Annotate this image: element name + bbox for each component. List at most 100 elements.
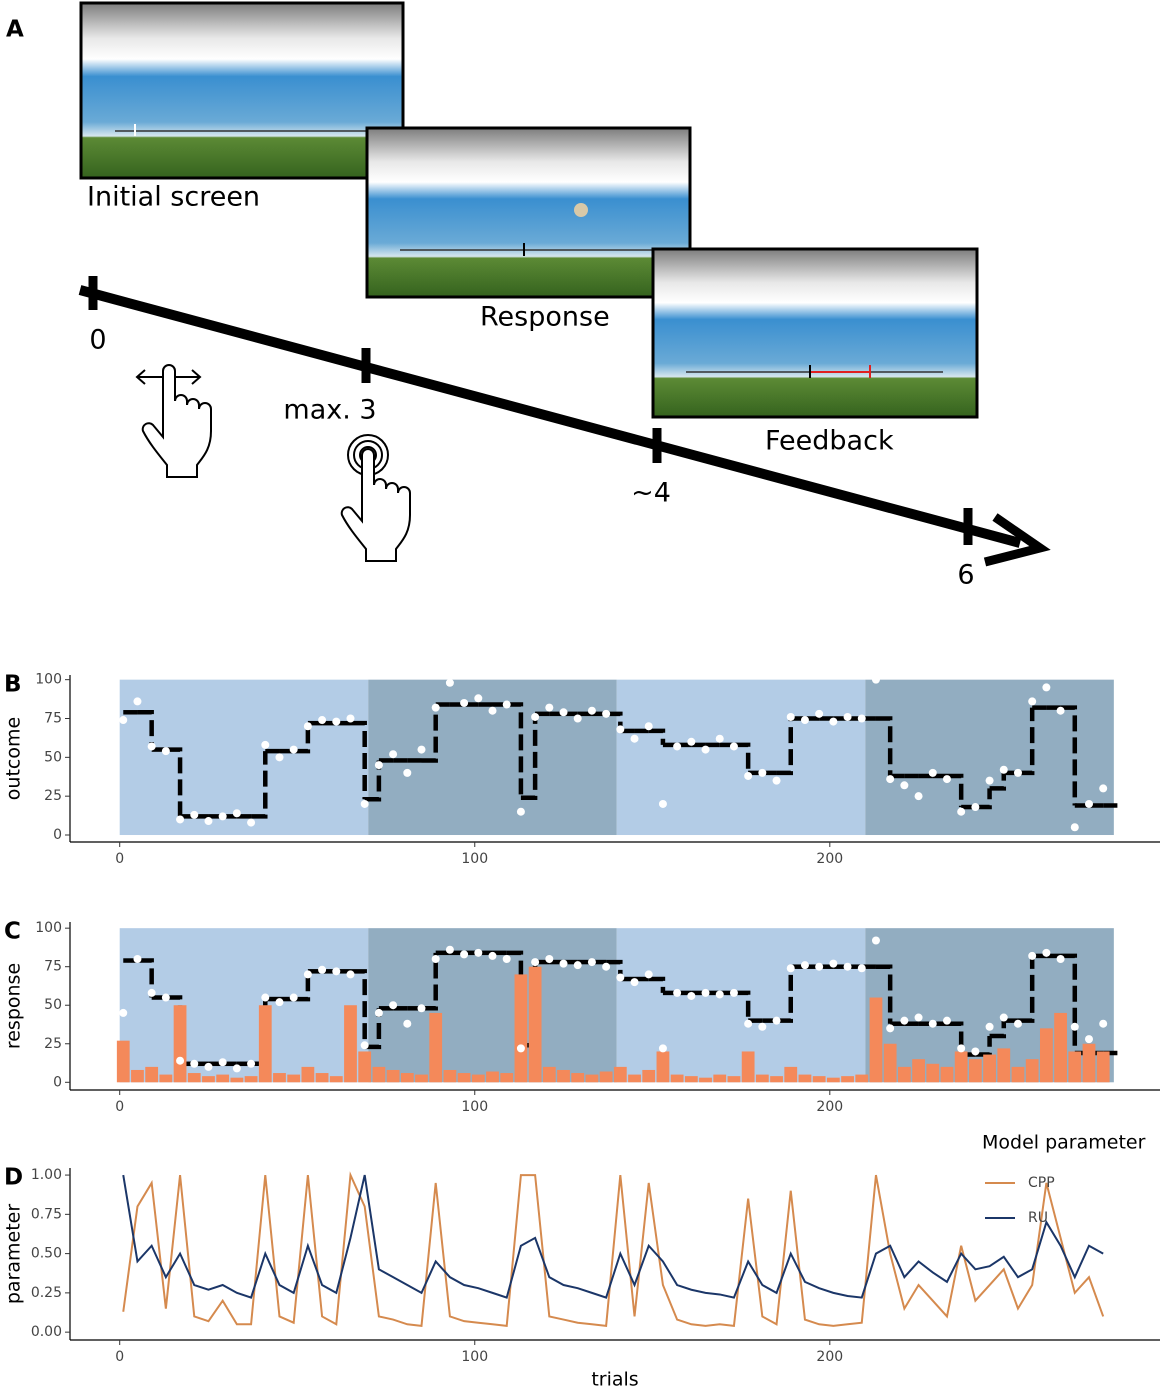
x-tick-label: 0	[115, 1349, 124, 1365]
bar	[145, 1066, 159, 1083]
bar	[1082, 1043, 1096, 1083]
data-point	[460, 698, 469, 707]
bar	[116, 1040, 130, 1083]
y-tick-label: 50	[44, 997, 62, 1013]
y-tick-label: 25	[44, 788, 62, 804]
bar	[1054, 1012, 1067, 1083]
bar	[1025, 1059, 1039, 1083]
data-point	[545, 703, 554, 712]
mean-step	[776, 966, 793, 1023]
data-point	[602, 709, 611, 718]
data-point	[417, 1004, 426, 1013]
data-point	[999, 765, 1008, 774]
mean-step	[421, 952, 438, 1011]
data-point	[729, 988, 738, 997]
y-tick-label: 75	[44, 710, 62, 726]
mean-step	[776, 718, 793, 776]
data-point	[630, 978, 639, 987]
data-point	[829, 959, 838, 968]
bar	[755, 1074, 769, 1083]
bar	[258, 1005, 272, 1083]
data-point	[644, 722, 653, 731]
data-point	[1028, 697, 1037, 706]
data-point	[800, 961, 809, 970]
data-point	[857, 964, 866, 973]
bar	[187, 1073, 201, 1083]
panel-label: D	[4, 1165, 23, 1191]
legend-label: CPP	[1028, 1175, 1055, 1191]
data-point	[119, 1008, 128, 1017]
data-point	[843, 712, 852, 721]
data-point	[729, 742, 738, 751]
mean-step	[989, 1020, 1007, 1039]
bar	[244, 1076, 258, 1083]
data-point	[161, 993, 170, 1002]
panel-label: B	[4, 672, 22, 698]
bar	[784, 1066, 798, 1083]
y-tick-label: 0.25	[31, 1285, 62, 1301]
data-point	[460, 950, 469, 959]
data-point	[289, 745, 298, 754]
mean-step	[989, 772, 1007, 791]
y-tick-label: 100	[35, 672, 62, 688]
data-point	[815, 962, 824, 971]
mean-step	[137, 710, 154, 750]
timeline	[78, 285, 1022, 548]
bar	[883, 1043, 897, 1083]
bar	[656, 1051, 670, 1083]
bar	[968, 1059, 982, 1083]
data-point	[119, 716, 128, 725]
data-point	[673, 988, 682, 997]
bar	[1068, 1051, 1082, 1083]
mean-step	[506, 702, 524, 798]
data-point	[673, 742, 682, 751]
bar	[386, 1069, 400, 1083]
bar	[628, 1074, 641, 1083]
bar	[173, 1005, 187, 1083]
data-point	[1042, 948, 1051, 957]
background-band	[119, 928, 369, 1083]
data-point	[417, 745, 426, 754]
data-point	[389, 1001, 398, 1010]
mean-step	[648, 728, 666, 745]
data-point	[318, 716, 327, 725]
data-point	[218, 812, 227, 821]
data-point	[886, 775, 895, 784]
data-point	[687, 991, 696, 1000]
bar	[954, 1051, 968, 1083]
data-point	[772, 1016, 781, 1025]
mean-step	[1017, 707, 1035, 776]
data-point	[1042, 683, 1051, 692]
bar	[841, 1076, 854, 1083]
data-point	[431, 954, 440, 963]
data-point	[658, 1044, 667, 1053]
bar	[812, 1076, 826, 1083]
bar	[301, 1066, 315, 1083]
data-point	[133, 954, 142, 963]
data-point	[502, 700, 511, 709]
data-point	[914, 1013, 923, 1022]
data-point	[871, 936, 880, 945]
x-tick-label: 100	[461, 1099, 488, 1115]
y-tick-label: 75	[44, 959, 62, 975]
data-point	[644, 970, 653, 979]
bar	[642, 1069, 656, 1083]
bar	[486, 1071, 499, 1083]
data-point	[488, 706, 497, 715]
mean-step	[520, 713, 538, 800]
data-point	[616, 725, 625, 734]
data-point	[1056, 954, 1065, 963]
x-tick-label: 200	[816, 1349, 843, 1365]
data-point	[1084, 1035, 1093, 1044]
x-tick-label: 200	[816, 851, 843, 867]
data-point	[715, 990, 724, 999]
mean-step	[1060, 705, 1078, 806]
y-tick-label: 0	[53, 827, 62, 843]
data-point	[232, 1064, 241, 1073]
data-point	[261, 740, 270, 749]
time-label: 0	[89, 325, 106, 356]
data-point	[531, 712, 540, 721]
mean-step	[1017, 955, 1035, 1023]
bar	[926, 1063, 940, 1083]
